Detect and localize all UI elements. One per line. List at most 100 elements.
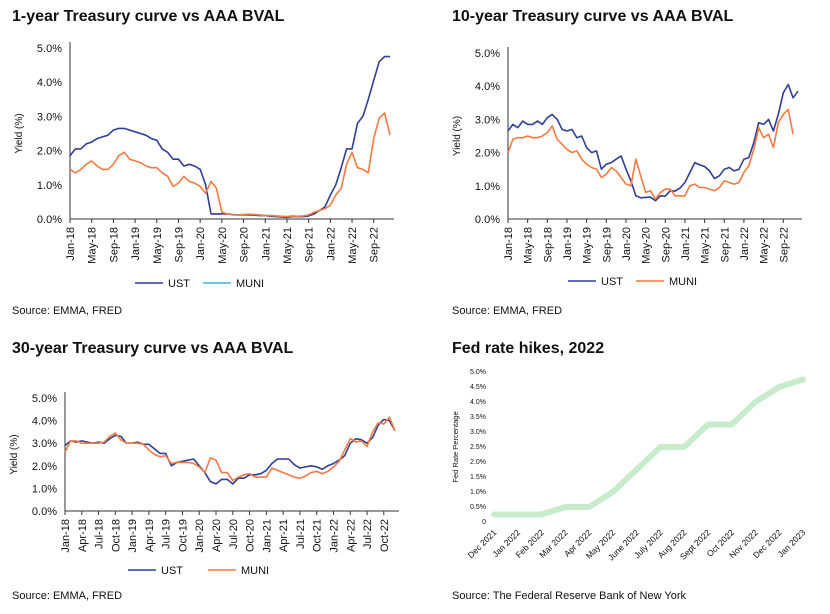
x-tick-label: Jan-22 [328,519,340,553]
y-tick-label: 1.0% [475,181,500,193]
y-tick-label: 3.0% [470,429,486,436]
x-tick-label: Sep-19 [173,227,185,262]
y-tick-label: 1.0% [470,489,486,496]
x-tick-label: Sep-18 [542,227,554,262]
x-tick-label: May-22 [759,227,771,264]
legend-label-muni: MUNI [669,276,697,288]
x-tick-label: Sep-21 [304,227,316,262]
y-tick-label: 3.5% [470,414,486,421]
x-tick-label: Jul-18 [94,519,106,549]
chart-source: Source: The Federal Reserve Bank of New … [452,590,686,602]
y-tick-label: 1.5% [470,474,486,481]
x-tick-label: Apr-21 [278,519,290,552]
x-tick-label: Apr-19 [144,519,156,552]
y-tick-label: 0 [482,519,486,526]
series-line-muni [507,108,794,200]
y-tick-label: 0.0% [475,214,500,226]
y-tick-label: 4.0% [470,399,486,406]
x-tick-label: Jul-19 [161,519,173,549]
x-tick-label: Apr-18 [77,519,89,552]
chart-title: Fed rate hikes, 2022 [452,340,605,357]
series-line-muni [64,416,396,482]
y-tick-label: 0.0% [37,214,62,226]
legend-label-ust: UST [601,276,623,288]
y-tick-label: 3.0% [475,114,500,126]
x-tick-label: Oct-20 [245,519,257,552]
chart-source: Source: EMMA, FRED [12,590,123,602]
y-tick-label: 4.0% [32,416,57,428]
x-tick-label: Sep-19 [601,227,613,262]
y-tick-label: 2.0% [37,146,62,158]
x-tick-label: Jan-18 [65,227,77,261]
x-tick-label: Jan-19 [130,227,142,261]
x-tick-label: May-21 [282,227,294,264]
x-tick-label: Oct-22 [379,519,391,552]
x-tick-label: Jan-20 [194,519,206,553]
x-tick-label: Jul-20 [228,519,240,549]
x-tick-label: Oct-18 [110,519,122,552]
y-tick-label: 0.5% [470,504,486,511]
x-tick-label: May-19 [152,227,164,264]
x-tick-label: Jul-22 [362,519,374,549]
x-tick-label: Jan-22 [739,227,751,261]
y-tick-label: 2.0% [470,459,486,466]
y-tick-label: 4.5% [470,384,486,391]
x-tick-label: May-22 [347,227,359,264]
legend-label-ust: UST [161,565,183,577]
y-tick-label: 2.0% [475,148,500,160]
chart-title: 10-year Treasury curve vs AAA BVAL [452,8,734,25]
x-tick-label: May-20 [217,227,229,264]
x-tick-label: Jan-21 [260,227,272,261]
y-tick-label: 4.0% [475,81,500,93]
chart-source: Source: EMMA, FRED [12,305,123,317]
x-tick-label: Jan-18 [503,227,515,261]
x-tick-label: Sep-21 [719,227,731,262]
y-tick-label: 5.0% [475,48,500,60]
x-tick-label: May-18 [523,227,535,264]
x-tick-label: May-18 [87,227,99,264]
x-tick-label: Sep-20 [239,227,251,262]
legend-label-muni: MUNI [236,278,264,290]
y-axis-label: Yield (%) [14,113,25,153]
y-axis-label: Yield (%) [452,116,463,156]
x-tick-label: Jan-19 [127,519,139,553]
x-tick-label: Jan-21 [680,227,692,261]
y-tick-label: 3.0% [32,438,57,450]
series-line-muni [69,112,391,218]
x-tick-label: Jul-21 [295,519,307,549]
x-tick-label: Oct-21 [312,519,324,552]
y-tick-label: 2.5% [470,444,486,451]
y-tick-label: 2.0% [32,461,57,473]
y-tick-label: 5.0% [470,369,486,376]
y-tick-label: 1.0% [32,483,57,495]
x-tick-label: May-19 [582,227,594,264]
y-tick-label: 5.0% [32,393,57,405]
x-tick-label: Sep-20 [660,227,672,262]
x-tick-label: Jan-18 [60,519,72,553]
x-tick-label: Jan-20 [621,227,633,261]
y-tick-label: 5.0% [37,43,62,55]
x-tick-label: Jan-21 [261,519,273,553]
chart-source: Source: EMMA, FRED [452,305,563,317]
y-tick-label: 4.0% [37,77,62,89]
x-tick-label: Jan-20 [195,227,207,261]
legend-label-ust: UST [168,278,190,290]
x-tick-label: Jan-22 [325,227,337,261]
y-axis-label: Yield (%) [9,434,20,474]
series-line-fed-rate [491,376,806,518]
x-tick-label: Jan-19 [562,227,574,261]
x-tick-label: Oct-19 [177,519,189,552]
x-tick-label: Sep-22 [369,227,381,262]
x-tick-label: May-20 [641,227,653,264]
y-tick-label: 1.0% [37,180,62,192]
x-tick-label: Sep-22 [778,227,790,262]
chart-title: 1-year Treasury curve vs AAA BVAL [12,8,285,25]
y-tick-label: 3.0% [37,111,62,123]
series-line-ust [507,83,799,202]
y-axis-label: Fed Rate Percentage [451,411,460,482]
x-tick-label: Apr-22 [345,519,357,552]
